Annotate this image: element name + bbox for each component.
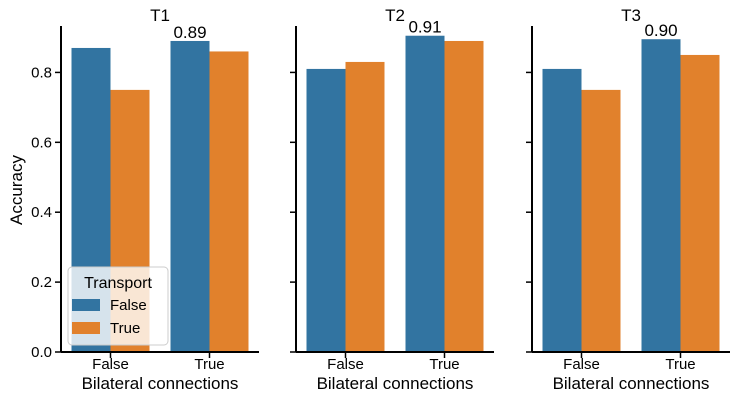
- y-tick-label: 0.0: [31, 344, 52, 361]
- y-tick-label: 0.2: [31, 274, 52, 291]
- y-axis-label: Accuracy: [7, 155, 26, 225]
- legend-swatch-true: [72, 322, 100, 334]
- bar-t1-true-series-true: [209, 51, 249, 352]
- x-tick-label: True: [429, 356, 459, 373]
- x-tick-label: False: [563, 356, 600, 373]
- bar-t3-true-series-true: [680, 54, 720, 353]
- bar-t2-true-series-false: [405, 35, 445, 352]
- bar-t1-true-series-false: [170, 40, 210, 353]
- x-tick-label: False: [327, 356, 364, 373]
- panel-title: T2: [385, 6, 405, 25]
- x-tick-label: True: [665, 356, 695, 373]
- bar-t3-true-series-false: [641, 39, 681, 352]
- x-axis-label: Bilateral connections: [553, 374, 710, 393]
- legend: Transport False True: [67, 266, 169, 346]
- legend-entry-label: False: [110, 297, 147, 314]
- bar-t2-false-series-false: [306, 68, 346, 352]
- y-tick-label: 0.8: [31, 64, 52, 81]
- legend-swatch-false: [72, 299, 100, 311]
- data-label: 0.89: [173, 23, 206, 42]
- y-tick-label: 0.4: [31, 204, 52, 221]
- legend-entry-label: True: [110, 320, 140, 337]
- panel-title: T3: [621, 6, 641, 25]
- panel-title: T1: [150, 6, 170, 25]
- legend-title: Transport: [84, 275, 152, 292]
- data-label: 0.91: [408, 18, 441, 37]
- bar-t2-true-series-true: [444, 40, 484, 353]
- bar-t3-false-series-false: [542, 68, 582, 352]
- x-tick-label: True: [194, 356, 224, 373]
- y-tick-label: 0.6: [31, 134, 52, 151]
- bar-t2-false-series-true: [345, 61, 385, 353]
- data-label: 0.90: [644, 21, 677, 40]
- x-tick-label: False: [92, 356, 129, 373]
- x-axis-label: Bilateral connections: [82, 374, 239, 393]
- x-axis-label: Bilateral connections: [317, 374, 474, 393]
- bar-t3-false-series-true: [581, 89, 621, 352]
